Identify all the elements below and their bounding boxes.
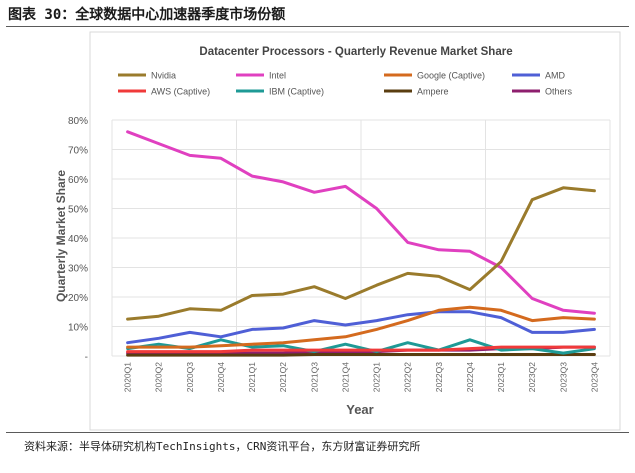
x-tick-label: 2022Q4 — [465, 362, 475, 393]
x-tick-label: 2022Q3 — [434, 362, 444, 393]
x-tick-label: 2022Q2 — [403, 362, 413, 393]
x-tick-label: 2020Q1 — [123, 362, 133, 393]
x-tick-label: 2022Q1 — [372, 362, 382, 393]
legend: Nvidia Intel Google (Captive) AMD AWS (Capti… — [118, 71, 573, 97]
y-axis-label: Quarterly Market Share — [54, 170, 68, 302]
x-tick-label: 2020Q2 — [154, 362, 164, 393]
x-tick-label: 2021Q3 — [309, 362, 319, 393]
x-tick-label: 2023Q4 — [589, 362, 599, 393]
figure-label: 图表 30：全球数据中心加速器季度市场份额 — [8, 7, 286, 23]
chart: Datacenter Processors - Quarterly Revenu… — [54, 31, 621, 431]
series-line-nvidia — [126, 186, 596, 321]
x-axis-label: Year — [346, 402, 373, 417]
top-rule — [6, 26, 629, 27]
y-tick-label: - — [85, 352, 88, 363]
series-line-google-captive — [126, 305, 596, 349]
legend-label-nvidia: Nvidia — [151, 71, 176, 81]
legend-label-intel: Intel — [269, 71, 286, 81]
x-tick-label: 2023Q1 — [496, 362, 506, 393]
x-tick-label: 2020Q3 — [185, 362, 195, 393]
legend-label-others: Others — [545, 87, 573, 97]
series-lines — [126, 130, 596, 357]
x-tick-label: 2023Q3 — [558, 362, 568, 393]
series-line-intel — [126, 130, 596, 315]
series-line-ibm-captive — [126, 338, 596, 355]
y-tick-label: 10% — [68, 323, 88, 334]
x-tick-label: 2023Q2 — [527, 362, 537, 393]
legend-label-aws-captive: AWS (Captive) — [151, 87, 210, 97]
series-line-amd — [126, 310, 596, 345]
legend-label-ampere: Ampere — [417, 87, 449, 97]
x-tick-label: 2021Q2 — [278, 362, 288, 393]
x-axis-ticks: 2020Q1 2020Q2 2020Q3 2020Q4 2021Q1 2021Q2 2021… — [123, 362, 600, 393]
bottom-rule — [6, 432, 629, 433]
legend-label-amd: AMD — [545, 71, 566, 81]
x-tick-label: 2021Q4 — [340, 362, 350, 393]
source-note: 资料来源：半导体研究机构TechInsights，CRN资讯平台，东方财富证券研… — [24, 440, 421, 453]
y-tick-label: 80% — [68, 116, 88, 127]
legend-label-ibm-captive: IBM (Captive) — [269, 87, 324, 97]
chart-frame — [89, 31, 621, 431]
series-line-aws-captive — [126, 345, 596, 354]
x-tick-label: 2020Q4 — [216, 362, 226, 393]
y-tick-label: 50% — [68, 205, 88, 216]
y-tick-label: 70% — [68, 146, 88, 157]
y-tick-label: 40% — [68, 234, 88, 245]
y-axis-ticks: - 10% 20% 30% 40% 50% 60% 70% 80% — [68, 116, 88, 363]
legend-label-google-captive: Google (Captive) — [417, 71, 485, 81]
x-tick-label: 2021Q1 — [247, 362, 257, 393]
series-line-ampere — [126, 353, 596, 357]
y-tick-label: 60% — [68, 175, 88, 186]
chart-title: Datacenter Processors - Quarterly Revenu… — [199, 46, 512, 58]
y-tick-label: 30% — [68, 264, 88, 275]
y-tick-label: 20% — [68, 293, 88, 304]
